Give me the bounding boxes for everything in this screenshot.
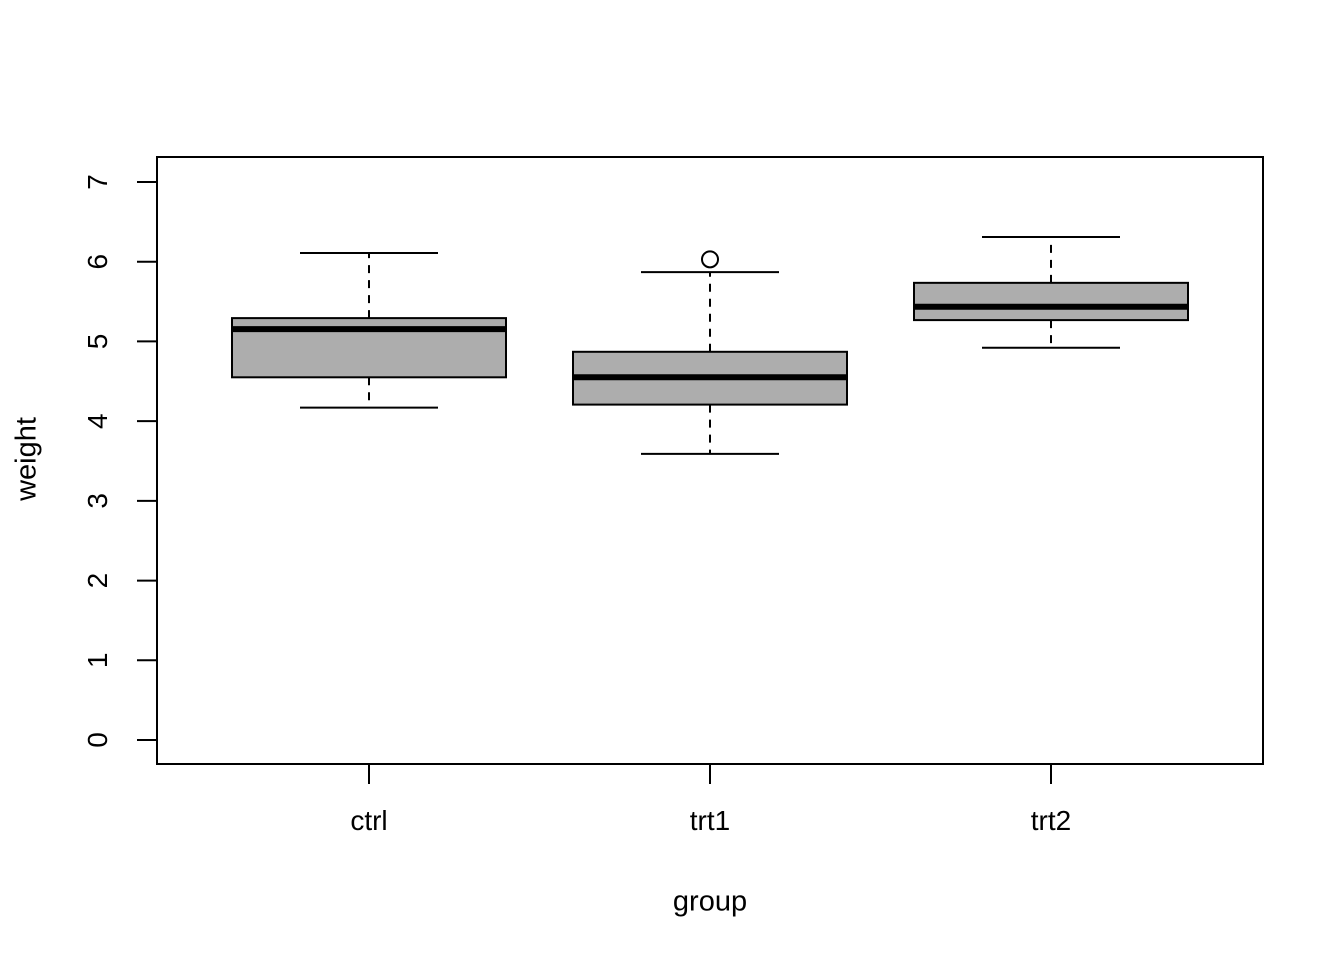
y-tick-label: 3 — [82, 493, 113, 509]
y-tick-label: 6 — [82, 254, 113, 270]
y-tick-label: 2 — [82, 573, 113, 589]
y-tick-label: 5 — [82, 334, 113, 350]
box-trt2 — [913, 281, 1189, 322]
y-tick-label: 7 — [82, 174, 113, 190]
y-tick-label: 0 — [82, 732, 113, 748]
x-tick-label: trt2 — [1031, 805, 1071, 836]
x-tick-label: ctrl — [350, 805, 387, 836]
y-tick-label: 1 — [82, 652, 113, 668]
outlier-point-trt1 — [701, 250, 719, 269]
x-axis-title: group — [672, 885, 748, 918]
plot-frame — [156, 156, 1264, 765]
y-tick-label: 4 — [82, 413, 113, 429]
x-tick-label: trt1 — [690, 805, 730, 836]
y-axis-title: weight — [10, 417, 43, 501]
